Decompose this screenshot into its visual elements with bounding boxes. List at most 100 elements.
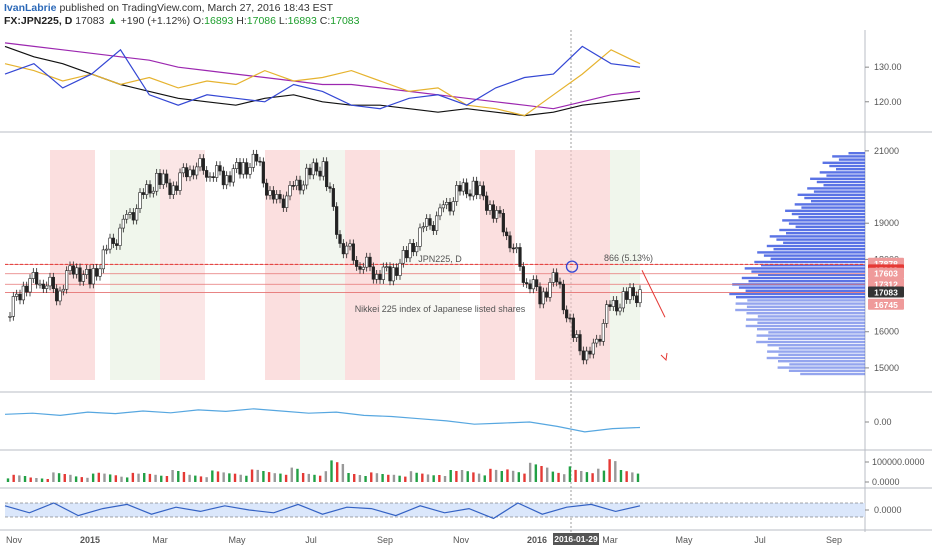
candle-body	[521, 266, 525, 283]
volume-bar	[421, 473, 424, 482]
candle-body	[305, 167, 309, 186]
candle-body	[211, 176, 215, 178]
volume-profile-bar	[746, 312, 865, 315]
candle-body	[298, 179, 302, 191]
candle-body	[465, 182, 469, 195]
candle-body	[481, 185, 485, 197]
ohlc-line: FX:JPN225, D 17083 ▲ +190 (+1.12%) O:168…	[4, 15, 359, 28]
candle-body	[178, 172, 182, 191]
volume-bar	[358, 475, 362, 482]
volume-profile-bar	[751, 270, 865, 273]
volume-bar	[341, 464, 345, 482]
time-axis-label: Nov	[453, 535, 470, 545]
volume-bar	[137, 473, 140, 482]
candle-body	[325, 161, 329, 188]
candle-body	[168, 182, 172, 195]
price-tag	[868, 298, 904, 310]
momentum-axis-label: 0.0000	[874, 505, 902, 515]
volume-profile-bar	[757, 321, 865, 324]
zone-shade	[300, 150, 345, 380]
comparison-series-purple	[4, 42, 641, 110]
volume-bar	[574, 469, 577, 482]
candle-body	[491, 204, 495, 219]
volume-bar	[18, 475, 21, 482]
change-value: +190 (+1.12%)	[120, 15, 191, 27]
symbol-label[interactable]: FX:JPN225, D	[4, 15, 73, 27]
candle-body	[208, 176, 212, 178]
candle-body	[551, 272, 555, 283]
volume-bar	[489, 468, 492, 482]
volume-bar	[528, 462, 532, 482]
candle-body	[528, 283, 532, 290]
volume-bar	[551, 471, 555, 482]
candle-body	[285, 195, 289, 208]
candle-body	[158, 172, 162, 185]
volume-bar	[631, 472, 634, 482]
volume-profile-bar	[757, 315, 865, 318]
volume-bar	[534, 464, 538, 482]
candle-body	[251, 153, 255, 168]
candle-body	[101, 249, 105, 270]
candle-body	[125, 214, 129, 220]
main-axis-label: 19000	[874, 218, 899, 228]
candle-body	[538, 286, 542, 305]
volume-bar	[324, 471, 328, 482]
time-axis-label: May	[675, 535, 693, 545]
candle-body	[268, 190, 272, 196]
volume-bar	[568, 466, 572, 482]
volume-bar	[619, 470, 623, 482]
volume-bar	[6, 478, 10, 482]
candle-body	[355, 260, 359, 267]
candle-body	[435, 215, 439, 231]
volume-profile-bar	[786, 232, 865, 235]
volume-bar	[12, 474, 15, 482]
candle-body	[565, 309, 569, 319]
volume-profile-bar	[778, 360, 865, 363]
volume-profile-bar	[800, 372, 865, 376]
candle-body	[275, 194, 279, 200]
volume-profile-bar	[770, 257, 865, 260]
candle-body	[498, 210, 502, 214]
volume-bar	[143, 473, 146, 482]
volume-profile-bar	[744, 267, 865, 270]
candle-body	[135, 208, 139, 221]
candle-body	[511, 247, 515, 250]
candle-body	[341, 243, 345, 255]
candle-body	[321, 161, 325, 177]
candle-body	[385, 266, 389, 268]
volume-bar	[256, 469, 259, 482]
zone-shade	[265, 150, 300, 380]
price-tag-label: 17312	[874, 279, 898, 289]
zone-shade	[480, 150, 515, 380]
candle-body	[311, 162, 315, 176]
close-value: 17083	[330, 15, 360, 27]
volume-profile-bar	[810, 177, 865, 180]
volume-bar	[500, 471, 503, 482]
candle-body	[278, 194, 282, 200]
candle-body	[68, 265, 72, 271]
candle-body	[351, 243, 355, 261]
candle-body	[145, 184, 149, 195]
volume-bar	[80, 477, 83, 482]
candle-body	[41, 283, 45, 289]
author-name[interactable]: IvanLabrie	[4, 2, 57, 14]
volume-profile-bar	[794, 203, 865, 206]
volume-bar	[426, 474, 430, 482]
volume-profile-bar	[816, 180, 865, 184]
candle-body	[78, 267, 82, 282]
volume-bar	[364, 476, 367, 482]
volume-profile-bar	[798, 216, 865, 219]
date-cursor-label: 2016-01-29	[554, 534, 598, 544]
volume-profile-bar	[729, 292, 865, 296]
volume-bar	[517, 472, 521, 482]
candle-body	[85, 269, 89, 275]
candle-body	[105, 248, 109, 251]
price-tag-label: 17083	[874, 288, 898, 298]
candle-body	[281, 198, 285, 208]
candle-body	[425, 218, 429, 227]
candle-body	[588, 350, 592, 355]
volume-bar	[540, 466, 543, 482]
candle-body	[31, 272, 35, 279]
time-axis-label: 2016	[527, 535, 547, 545]
